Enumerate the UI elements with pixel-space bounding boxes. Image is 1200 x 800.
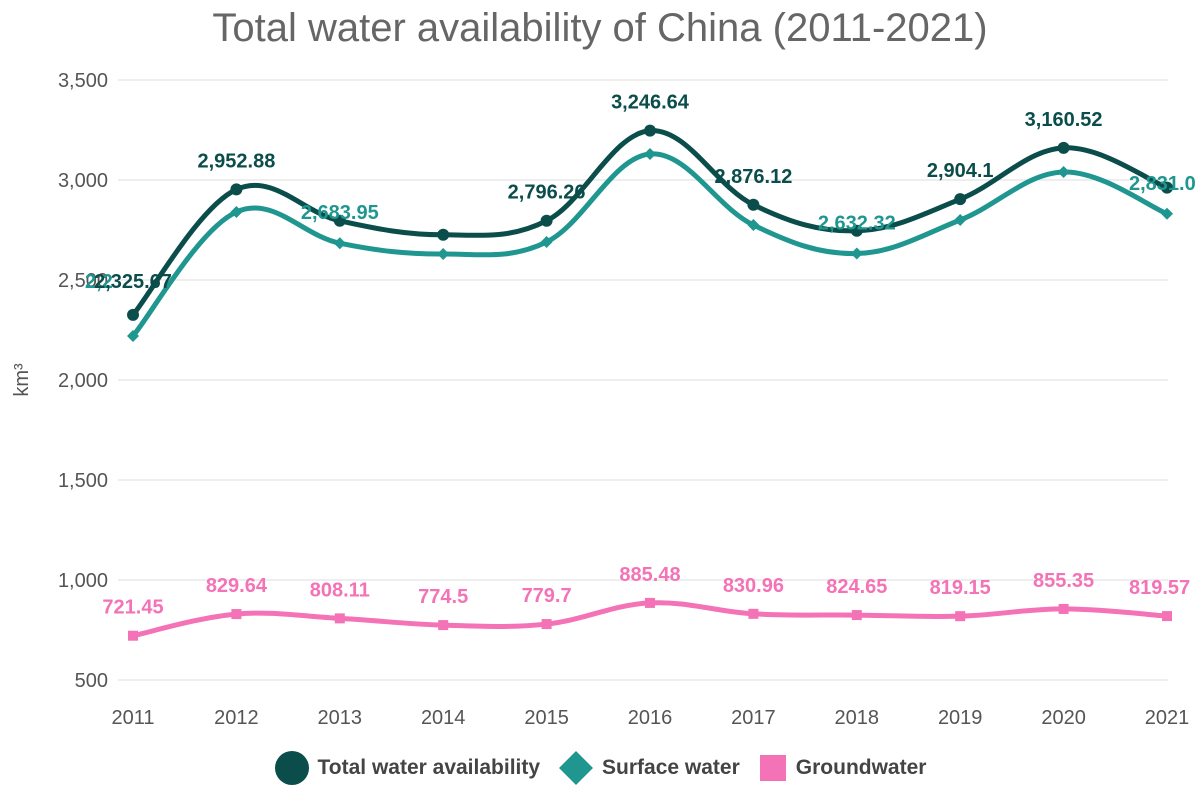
- groundwater-data-label: 830.96: [723, 575, 784, 597]
- legend-item-surface[interactable]: Surface water: [558, 750, 740, 786]
- total-water-point[interactable]: [850, 224, 863, 237]
- y-tick-label: 2,500: [58, 270, 108, 292]
- groundwater-data-label: 721.45: [102, 597, 163, 619]
- total-water-point[interactable]: [540, 214, 553, 227]
- x-tick-label: 2012: [214, 707, 259, 729]
- surface-water-point[interactable]: [1057, 166, 1070, 178]
- y-tick-label: 1,000: [58, 570, 108, 592]
- total-water-data-label: 2,952.88: [197, 150, 275, 172]
- total-water-data-label: 3,246.64: [611, 92, 690, 114]
- surface-water-point[interactable]: [333, 237, 346, 250]
- surface-water-point[interactable]: [230, 206, 243, 218]
- total-water-data-label: 2,325.67: [94, 271, 172, 293]
- total-water-point[interactable]: [333, 214, 346, 227]
- legend-label: Total water availability: [317, 756, 541, 779]
- groundwater-data-label: 774.5: [418, 586, 468, 608]
- legend-marker-square: [759, 755, 786, 781]
- data-labels: 2,2 2,683.95 2,632.32 2,831.0 2,325.67 2,952.…: [85, 92, 1196, 619]
- groundwater-data-label: 808.11: [310, 579, 370, 601]
- legend-item-groundwater[interactable]: Groundwater: [758, 753, 927, 783]
- groundwater-point[interactable]: [438, 620, 449, 631]
- groundwater-data-label: 824.65: [826, 576, 887, 598]
- groundwater-point[interactable]: [541, 619, 552, 630]
- surface-water-data-label: 2,632.32: [818, 213, 896, 235]
- total-water-data-label: 2,904.1: [927, 160, 994, 182]
- total-water-point[interactable]: [127, 308, 139, 321]
- groundwater-data-label: 819.15: [930, 577, 991, 599]
- series-markers: [127, 124, 1173, 641]
- total-water-point[interactable]: [747, 198, 760, 211]
- legend-label: Surface water: [602, 756, 740, 779]
- total-water-point[interactable]: [230, 183, 243, 196]
- surface-water-point[interactable]: [954, 214, 967, 226]
- y-axis-label: km³: [11, 363, 33, 397]
- surface-water-data-label: 2,683.95: [301, 202, 379, 224]
- groundwater-point[interactable]: [1058, 603, 1069, 614]
- groundwater-data-label: 779.7: [522, 585, 572, 607]
- y-tick-label: 3,000: [58, 170, 108, 192]
- total-water-point[interactable]: [437, 228, 450, 241]
- x-tick-label: 2011: [111, 707, 154, 729]
- y-tick-label: 500: [75, 670, 108, 692]
- surface-water-data-label: 2,2: [85, 271, 113, 293]
- surface-water-data-label: 2,831.0: [1129, 173, 1196, 195]
- groundwater-data-label: 855.35: [1033, 570, 1094, 592]
- groundwater-data-label: 829.64: [206, 575, 268, 597]
- surface-water-line: [130, 151, 1170, 339]
- x-tick-label: 2016: [628, 707, 673, 729]
- y-axis-ticks: 500 1,000 1,500 2,000 2,500 3,000 3,500: [58, 70, 108, 692]
- groundwater-point[interactable]: [231, 609, 242, 620]
- surface-water-point[interactable]: [1161, 207, 1173, 220]
- groundwater-point[interactable]: [748, 608, 759, 619]
- x-axis-ticks: 2011 2012 2013 2014 2015 2016 2017 2018 2019 2020…: [111, 707, 1189, 729]
- x-tick-label: 2013: [318, 707, 363, 729]
- x-tick-label: 2019: [938, 707, 983, 729]
- groundwater-data-label: 885.48: [619, 564, 680, 586]
- groundwater-data-label: 819.57: [1129, 577, 1190, 599]
- total-water-point[interactable]: [954, 193, 967, 206]
- legend-marker-diamond: [559, 751, 594, 785]
- total-water-point[interactable]: [644, 124, 656, 137]
- surface-water-point[interactable]: [437, 248, 450, 260]
- total-water-data-label: 2,876.12: [714, 166, 792, 188]
- total-water-point[interactable]: [1161, 181, 1173, 194]
- x-tick-label: 2015: [524, 707, 569, 729]
- x-tick-label: 2020: [1041, 707, 1086, 729]
- surface-water-point[interactable]: [747, 219, 760, 231]
- groundwater-point[interactable]: [851, 610, 862, 621]
- legend-marker-circle: [274, 751, 309, 785]
- total-water-data-label: 3,160.52: [1025, 109, 1103, 131]
- total-water-data-label: 2,796.26: [508, 182, 586, 204]
- groundwater-point[interactable]: [1162, 611, 1172, 622]
- groundwater-point[interactable]: [645, 597, 655, 608]
- y-tick-label: 2,000: [58, 370, 108, 392]
- groundwater-point[interactable]: [334, 613, 345, 624]
- legend-label: Groundwater: [795, 756, 927, 779]
- legend: Total water availability Surface water G…: [0, 750, 1200, 786]
- surface-water-point[interactable]: [127, 330, 139, 342]
- chart-title: Total water availability of China (2011-…: [212, 6, 988, 50]
- surface-water-point[interactable]: [644, 148, 656, 160]
- groundwater-point[interactable]: [955, 611, 966, 622]
- y-tick-label: 3,500: [58, 70, 108, 92]
- surface-water-point[interactable]: [540, 236, 553, 248]
- x-tick-label: 2021: [1145, 707, 1190, 729]
- y-tick-label: 1,500: [58, 470, 108, 492]
- x-tick-label: 2014: [421, 707, 466, 729]
- x-tick-label: 2018: [835, 707, 880, 729]
- series-lines: [130, 128, 1170, 639]
- groundwater-point[interactable]: [128, 630, 138, 641]
- x-tick-label: 2017: [731, 707, 776, 729]
- legend-item-total[interactable]: Total water availability: [274, 750, 541, 786]
- surface-water-point[interactable]: [850, 247, 863, 260]
- total-water-point[interactable]: [1057, 141, 1070, 154]
